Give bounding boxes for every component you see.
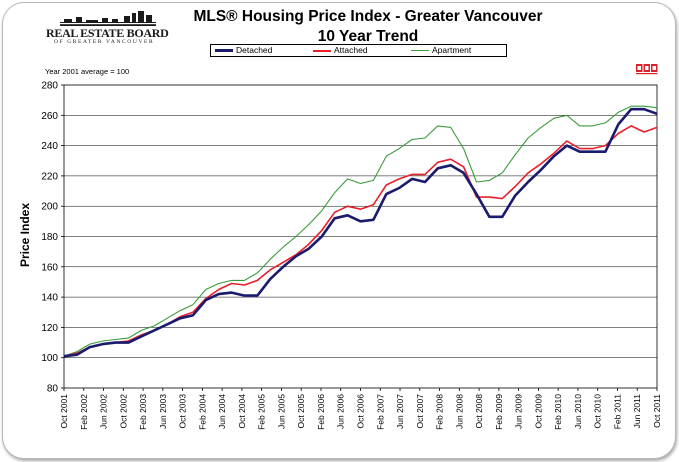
x-tick-label: Jun 2007	[395, 394, 405, 429]
logo-subtitle: OF GREATER VANCOUVER	[54, 39, 155, 45]
x-tick-label: Oct 2001	[59, 394, 69, 429]
x-tick-label: Jun 2004	[217, 394, 227, 429]
x-axis-ticks: Oct 2001 Feb 2002 Jun 2002 Oct 2002 Feb 2003…	[59, 388, 662, 430]
x-tick-label: Oct 2009	[533, 394, 543, 429]
x-tick-label: Oct 2002	[118, 394, 128, 429]
x-tick-label: Oct 2007	[415, 394, 425, 429]
legend-label-attached: Attached	[334, 45, 368, 55]
x-tick-label: Jun 2002	[99, 394, 109, 429]
x-tick-label: Oct 2004	[237, 394, 247, 429]
y-tick-label: 260	[41, 111, 58, 122]
legend-label-apartment: Apartment	[432, 45, 472, 55]
y-tick-label: 240	[41, 141, 58, 152]
y-axis-ticks: 80 100 120 140 160 180 200 220 240 260 280	[41, 81, 64, 395]
legend-swatch-attached	[313, 50, 331, 52]
chart-subtitle: 10 Year Trend	[317, 28, 419, 45]
city-skyline-icon	[58, 11, 158, 26]
x-tick-label: Jun 2009	[514, 394, 524, 429]
y-tick-label: 80	[47, 384, 59, 395]
x-tick-label: Oct 2003	[178, 394, 188, 429]
legend-swatch-apartment	[411, 50, 429, 51]
x-tick-label: Jun 2005	[276, 394, 286, 429]
chart-title: MLS® Housing Price Index - Greater Vanco…	[193, 8, 543, 25]
x-tick-label: Feb 2007	[375, 394, 385, 430]
series-line-attached	[63, 125, 658, 357]
y-tick-label: 120	[41, 323, 58, 334]
x-tick-label: Feb 2008	[435, 394, 445, 430]
gridlines	[64, 115, 657, 358]
x-tick-label: Oct 2005	[296, 394, 306, 429]
y-tick-label: 100	[41, 353, 58, 364]
logo-name: REAL ESTATE BOARD	[46, 26, 169, 40]
chart-legend: Detached Attached Apartment	[210, 44, 507, 57]
x-tick-label: Oct 2008	[474, 394, 484, 429]
x-tick-label: Oct 2011	[652, 394, 662, 428]
mls-logo-icon	[636, 64, 658, 75]
x-tick-label: Jun 2011	[632, 394, 642, 429]
x-tick-label: Feb 2009	[494, 394, 504, 430]
x-tick-label: Feb 2010	[553, 394, 563, 430]
y-tick-label: 180	[41, 232, 58, 243]
series-line-apartment	[63, 105, 658, 357]
real-estate-board-logo: REAL ESTATE BOARD OF GREATER VANCOUVER	[40, 8, 170, 48]
x-tick-label: Oct 2010	[593, 394, 603, 429]
x-tick-label: Feb 2004	[197, 394, 207, 430]
legend-swatch-detached	[215, 49, 233, 52]
x-tick-label: Feb 2011	[612, 394, 622, 430]
x-tick-label: Jun 2010	[573, 394, 583, 429]
x-tick-label: Feb 2003	[138, 394, 148, 430]
baseline-note: Year 2001 average = 100	[45, 67, 130, 76]
y-tick-label: 220	[41, 171, 58, 182]
series-lines	[63, 105, 658, 358]
x-tick-label: Oct 2006	[356, 394, 366, 429]
y-tick-label: 280	[41, 81, 58, 92]
x-tick-label: Feb 2005	[257, 394, 267, 430]
x-tick-label: Feb 2006	[316, 394, 326, 430]
x-tick-label: Jun 2008	[454, 394, 464, 429]
y-tick-label: 160	[41, 262, 58, 273]
y-tick-label: 140	[41, 293, 58, 304]
x-tick-label: Feb 2002	[79, 394, 89, 430]
y-tick-label: 200	[41, 202, 58, 213]
x-tick-label: Jun 2003	[158, 394, 168, 429]
legend-label-detached: Detached	[236, 45, 273, 55]
x-tick-label: Jun 2006	[336, 394, 346, 429]
series-line-detached	[63, 107, 658, 358]
